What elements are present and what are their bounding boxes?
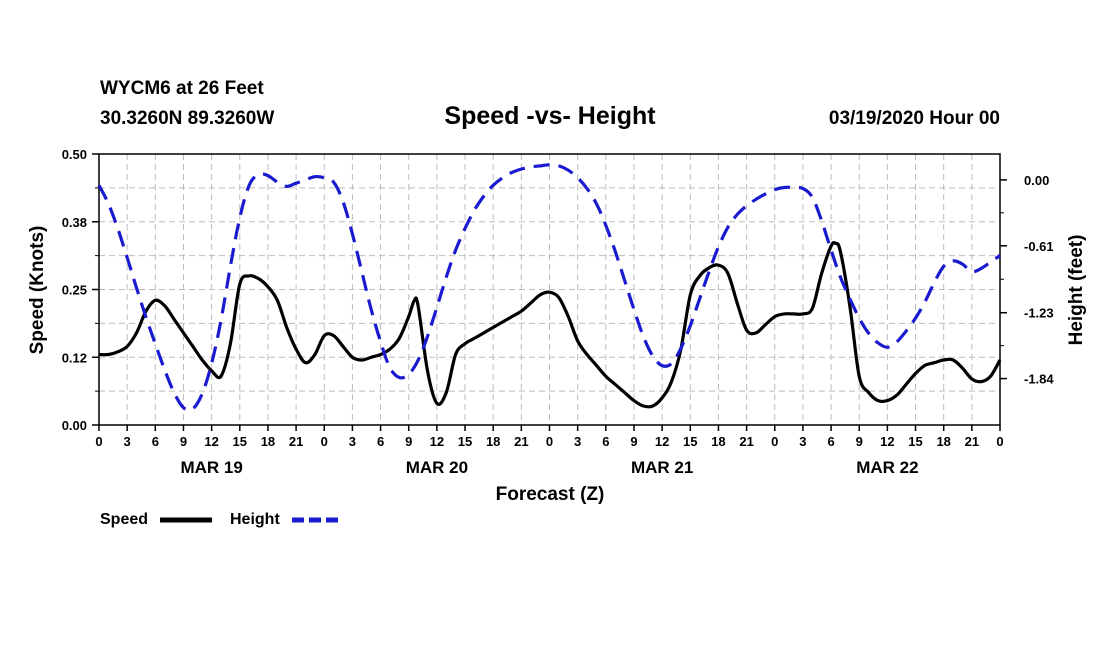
speed-series-line (98, 240, 1002, 409)
x-tick-label: 0 (321, 434, 328, 449)
x-tick-label: 15 (908, 434, 922, 449)
x-tick-label: 18 (486, 434, 500, 449)
left-tick-label: 0.00 (62, 418, 87, 433)
right-tick-label: -1.23 (1024, 306, 1054, 321)
x-tick-label: 15 (458, 434, 472, 449)
x-tick-label: 3 (124, 434, 131, 449)
left-axis-label: Speed (Knots) (27, 226, 48, 355)
legend-speed-label: Speed (100, 511, 148, 528)
x-tick-label: 21 (289, 434, 303, 449)
x-tick-label: 6 (827, 434, 834, 449)
x-tick-label: 0 (95, 434, 102, 449)
legend-height-label: Height (230, 511, 280, 528)
x-tick-label: 9 (405, 434, 412, 449)
left-y-axis: 0.00 0.12 0.25 0.38 0.50 (62, 147, 99, 433)
day-label: MAR 19 (180, 458, 242, 477)
x-tick-label: 18 (711, 434, 725, 449)
x-tick-label: 21 (514, 434, 528, 449)
left-tick-label: 0.50 (62, 147, 87, 162)
x-tick-label: 18 (261, 434, 275, 449)
day-label: MAR 21 (631, 458, 693, 477)
series-lines (97, 163, 1002, 412)
right-tick-label: -1.84 (1024, 372, 1054, 387)
x-tick-label: 21 (739, 434, 753, 449)
x-tick-label: 18 (936, 434, 950, 449)
x-tick-label: 6 (377, 434, 384, 449)
x-tick-label: 9 (180, 434, 187, 449)
legend: Speed Height (100, 511, 342, 528)
right-tick-label: -0.61 (1024, 239, 1054, 254)
x-tick-label: 15 (233, 434, 247, 449)
x-tick-label: 12 (655, 434, 669, 449)
x-tick-label: 6 (152, 434, 159, 449)
chart-title: Speed -vs- Height (444, 102, 656, 130)
left-tick-label: 0.38 (62, 215, 87, 230)
left-tick-label: 0.12 (62, 350, 87, 365)
x-tick-label: 3 (574, 434, 581, 449)
station-label: WYCM6 at 26 Feet (100, 78, 264, 99)
height-series-line (97, 163, 1001, 412)
x-axis: 0 3 6 9 12 15 18 21 0 3 6 9 12 15 18 21 0 3 6 9 12 15 18 21 0 3 6 9… (95, 425, 1004, 477)
x-tick-label: 9 (630, 434, 637, 449)
right-axis-label: Height (feet) (1066, 235, 1087, 346)
issued-time: 03/19/2020 Hour 00 (829, 108, 1000, 129)
location-label: 30.3260N 89.3260W (100, 108, 274, 129)
x-tick-label: 3 (799, 434, 806, 449)
x-tick-label: 3 (349, 434, 356, 449)
x-tick-label: 0 (771, 434, 778, 449)
right-tick-label: 0.00 (1024, 173, 1049, 188)
x-tick-label: 0 (546, 434, 553, 449)
x-tick-label: 0 (996, 434, 1003, 449)
left-tick-label: 0.25 (62, 283, 87, 298)
x-tick-label: 6 (602, 434, 609, 449)
right-y-axis: 0.00 -0.61 -1.23 -1.84 (1000, 173, 1054, 387)
x-tick-label: 15 (683, 434, 697, 449)
grid-lines (99, 154, 1000, 425)
x-axis-label: Forecast (Z) (496, 484, 605, 505)
x-tick-label: 12 (204, 434, 218, 449)
x-tick-label: 12 (880, 434, 894, 449)
day-label: MAR 22 (856, 458, 918, 477)
x-tick-label: 9 (856, 434, 863, 449)
day-label: MAR 20 (406, 458, 468, 477)
x-tick-label: 12 (430, 434, 444, 449)
x-tick-label: 21 (965, 434, 979, 449)
